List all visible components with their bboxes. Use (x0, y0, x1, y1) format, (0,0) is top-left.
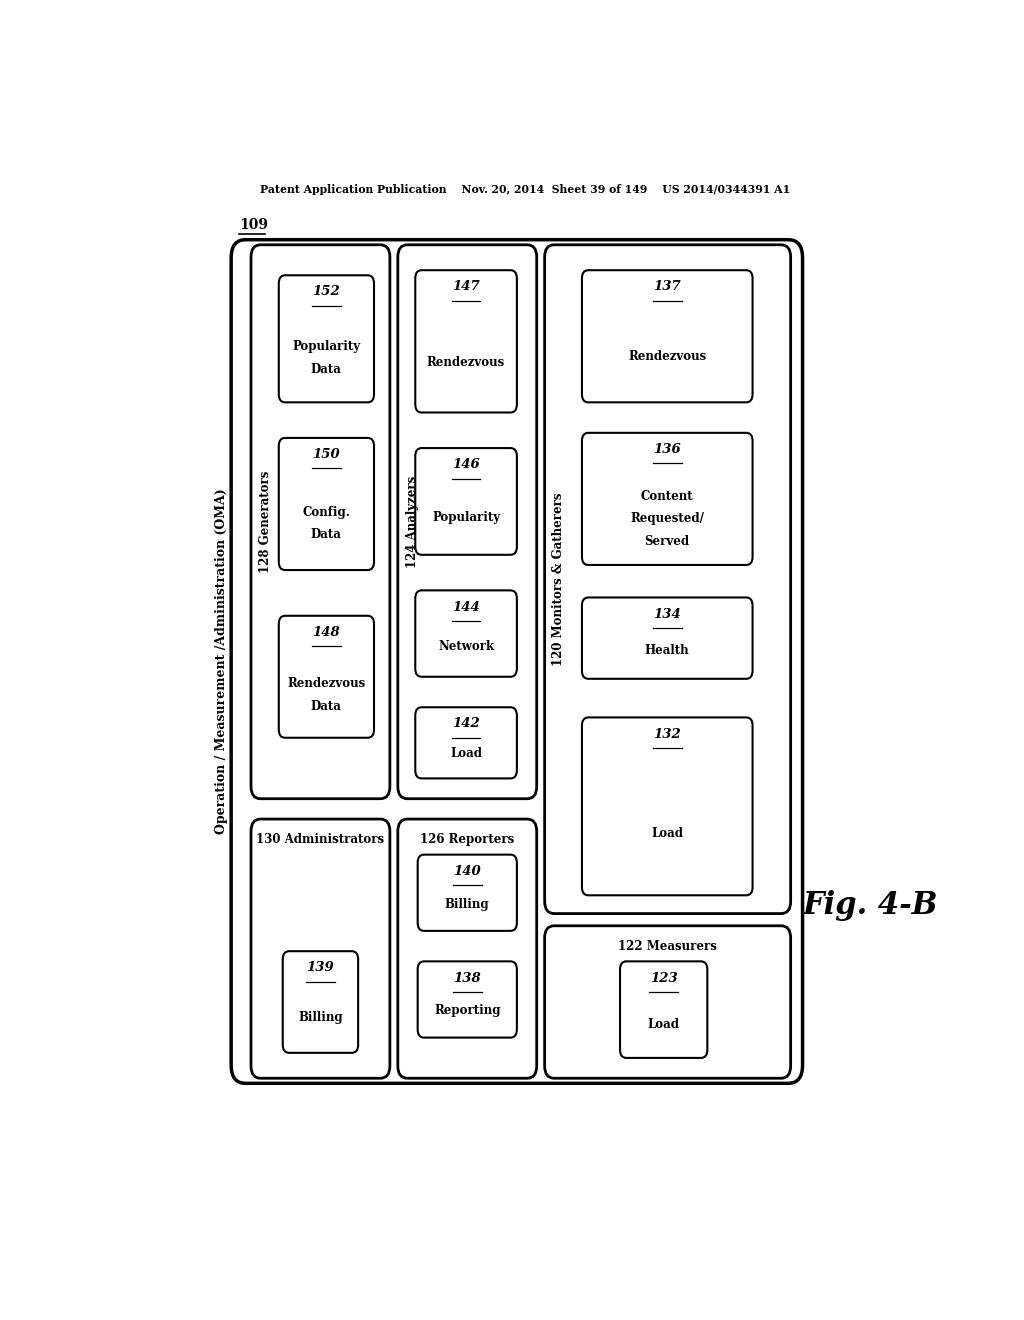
FancyBboxPatch shape (418, 854, 517, 931)
Text: Reporting: Reporting (434, 1005, 501, 1018)
FancyBboxPatch shape (418, 961, 517, 1038)
FancyBboxPatch shape (397, 244, 537, 799)
Text: Network: Network (438, 640, 495, 653)
FancyBboxPatch shape (279, 615, 374, 738)
Text: Rendezvous: Rendezvous (288, 677, 366, 690)
Text: 147: 147 (453, 280, 480, 293)
Text: 128 Generators: 128 Generators (259, 470, 271, 573)
FancyBboxPatch shape (582, 271, 753, 403)
FancyBboxPatch shape (283, 952, 358, 1053)
FancyBboxPatch shape (251, 818, 390, 1078)
Text: Data: Data (311, 700, 342, 713)
FancyBboxPatch shape (279, 438, 374, 570)
Text: Load: Load (648, 1018, 680, 1031)
FancyBboxPatch shape (582, 433, 753, 565)
FancyBboxPatch shape (416, 447, 517, 554)
Text: 137: 137 (653, 280, 681, 293)
Text: 130 Administrators: 130 Administrators (256, 833, 384, 846)
Text: Rendezvous: Rendezvous (628, 350, 707, 363)
Text: Rendezvous: Rendezvous (427, 356, 505, 370)
FancyBboxPatch shape (582, 598, 753, 678)
Text: 136: 136 (653, 444, 681, 455)
Text: 122 Measurers: 122 Measurers (618, 940, 717, 953)
Text: Load: Load (651, 826, 683, 840)
Text: Health: Health (645, 644, 689, 657)
Text: 124 Analyzers: 124 Analyzers (406, 475, 419, 568)
Text: Billing: Billing (445, 898, 489, 911)
Text: 150: 150 (312, 447, 340, 461)
Text: Popularity: Popularity (292, 341, 360, 354)
Text: Requested/: Requested/ (631, 512, 705, 525)
Text: Content: Content (641, 490, 693, 503)
Text: 152: 152 (312, 285, 340, 298)
FancyBboxPatch shape (279, 276, 374, 403)
Text: Billing: Billing (298, 1011, 343, 1024)
Text: Fig. 4-B: Fig. 4-B (802, 890, 938, 921)
FancyBboxPatch shape (397, 818, 537, 1078)
FancyBboxPatch shape (251, 244, 390, 799)
Text: 140: 140 (454, 865, 481, 878)
FancyBboxPatch shape (545, 244, 791, 913)
Text: Load: Load (451, 747, 482, 760)
FancyBboxPatch shape (545, 925, 791, 1078)
Text: Patent Application Publication    Nov. 20, 2014  Sheet 39 of 149    US 2014/0344: Patent Application Publication Nov. 20, … (260, 183, 790, 195)
FancyBboxPatch shape (416, 708, 517, 779)
Text: Data: Data (311, 363, 342, 376)
FancyBboxPatch shape (416, 271, 517, 412)
Text: 109: 109 (240, 218, 268, 231)
Text: 123: 123 (650, 972, 678, 985)
Text: 139: 139 (306, 961, 334, 974)
FancyBboxPatch shape (231, 240, 803, 1084)
Text: 138: 138 (454, 972, 481, 985)
Text: 120 Monitors & Gatherers: 120 Monitors & Gatherers (552, 492, 565, 665)
FancyBboxPatch shape (416, 590, 517, 677)
Text: Served: Served (645, 535, 690, 548)
Text: 142: 142 (453, 718, 480, 730)
Text: 146: 146 (453, 458, 480, 471)
FancyBboxPatch shape (582, 718, 753, 895)
Text: Config.: Config. (302, 506, 350, 519)
Text: 148: 148 (312, 626, 340, 639)
Text: Data: Data (311, 528, 342, 541)
FancyBboxPatch shape (620, 961, 708, 1057)
Text: 144: 144 (453, 601, 480, 614)
Text: Operation / Measurement /Administration (OMA): Operation / Measurement /Administration … (215, 488, 228, 834)
Text: Popularity: Popularity (432, 511, 500, 524)
Text: 126 Reporters: 126 Reporters (420, 833, 514, 846)
Text: 132: 132 (653, 727, 681, 741)
Text: 134: 134 (653, 607, 681, 620)
